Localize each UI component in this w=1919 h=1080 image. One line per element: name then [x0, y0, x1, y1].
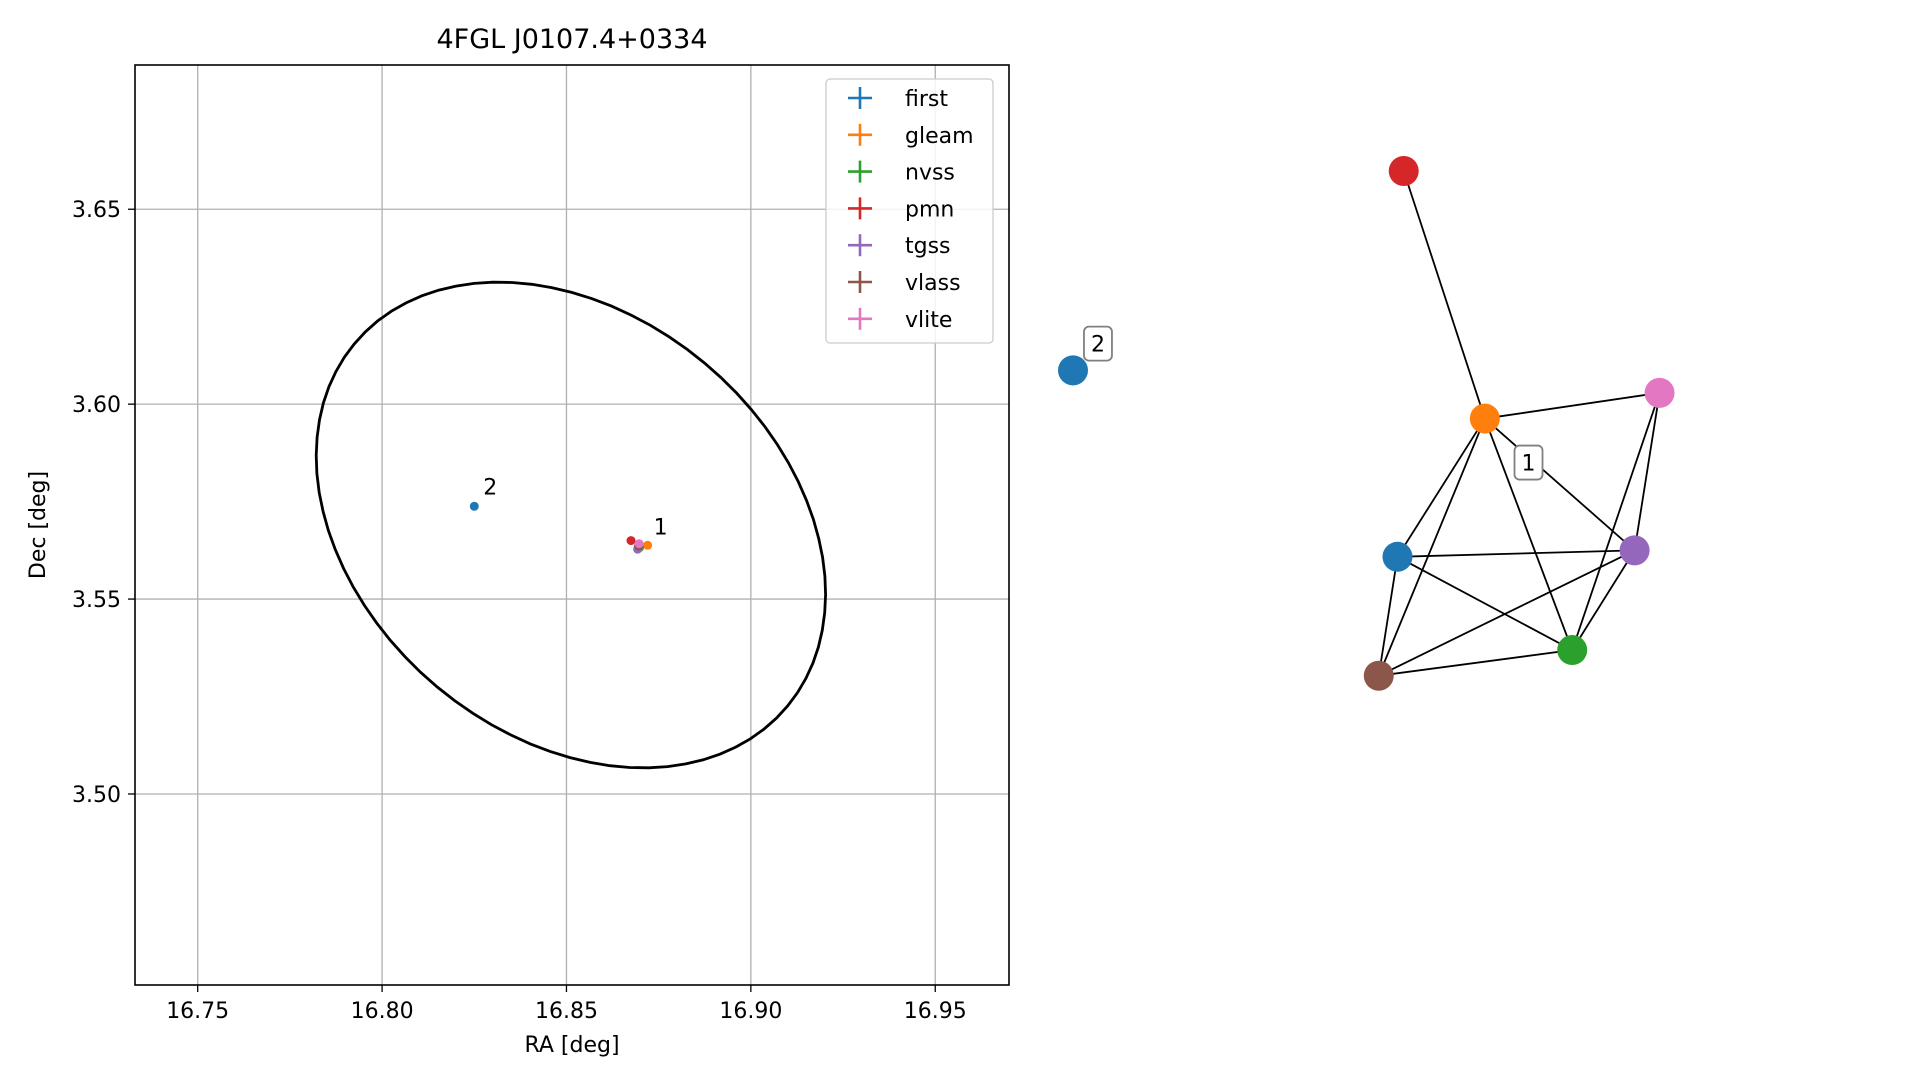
network-edge: [1633, 392, 1661, 551]
point-vlite: [634, 539, 644, 549]
network-node-vlass: [1363, 660, 1394, 691]
y-tick-label: 3.55: [72, 588, 121, 613]
point-pmn: [626, 536, 636, 546]
network-node-vlite: [1644, 377, 1675, 408]
y-tick-label: 3.65: [72, 198, 121, 223]
network-edge: [1484, 391, 1660, 420]
network-edge: [1571, 392, 1661, 651]
network-label: 2: [1091, 333, 1105, 358]
network-edge: [1378, 549, 1635, 677]
network-edge: [1571, 549, 1636, 651]
network-edge: [1396, 418, 1486, 558]
network-node-pmn: [1388, 156, 1419, 187]
legend-label-tgss: tgss: [905, 234, 951, 259]
localization-ellipse: [314, 280, 828, 770]
legend-box: [825, 78, 994, 344]
x-tick-label: 16.90: [719, 999, 782, 1024]
network-edge: [1378, 649, 1573, 677]
network-node-nvss: [1557, 635, 1588, 666]
x-tick-label: 16.80: [351, 999, 414, 1024]
network-edge: [1397, 549, 1635, 558]
network-node-tgss: [1619, 535, 1650, 566]
point-first: [469, 501, 479, 511]
network-node-first: [1382, 541, 1413, 572]
legend-label-vlass: vlass: [905, 271, 961, 296]
point-gleam: [643, 540, 653, 550]
network-edge: [1397, 556, 1573, 651]
x-axis-label: RA [deg]: [524, 1033, 619, 1058]
y-tick-label: 3.50: [72, 783, 121, 808]
point-annotation: 1: [654, 515, 668, 540]
chart-title: 4FGL J0107.4+0334: [436, 24, 707, 55]
network-edge: [1402, 170, 1486, 419]
scatter-panel: 2 1 16.75 16.80 16.85 16.90 16.95 3.50 3.55 3.60 3…: [26, 24, 1010, 1058]
legend-label-vlite: vlite: [905, 308, 952, 333]
x-tick-label: 16.75: [166, 999, 229, 1024]
x-tick-label: 16.85: [535, 999, 598, 1024]
network-label-box: [1083, 325, 1113, 362]
x-tick-label: 16.95: [904, 999, 967, 1024]
legend: first gleam nvss pmn tgss vlass vlite: [825, 78, 994, 344]
legend-label-first: first: [905, 87, 948, 112]
network-edge: [1377, 418, 1486, 677]
axes-frame: [134, 64, 1010, 986]
network-edge: [1483, 418, 1574, 651]
y-tick-label: 3.60: [72, 393, 121, 418]
legend-label-nvss: nvss: [905, 161, 955, 186]
y-axis-label: Dec [deg]: [26, 471, 51, 579]
network-edge: [1484, 417, 1636, 552]
point-annotation: 2: [483, 475, 497, 500]
legend-label-gleam: gleam: [905, 124, 974, 149]
network-node-gleam: [1469, 403, 1500, 434]
network-label-box: [1513, 444, 1544, 481]
network-node-first_2: [1058, 355, 1088, 386]
legend-label-pmn: pmn: [905, 197, 954, 222]
network-panel: 21: [1058, 156, 1675, 691]
network-edge: [1377, 556, 1399, 676]
network-label: 1: [1522, 452, 1536, 477]
